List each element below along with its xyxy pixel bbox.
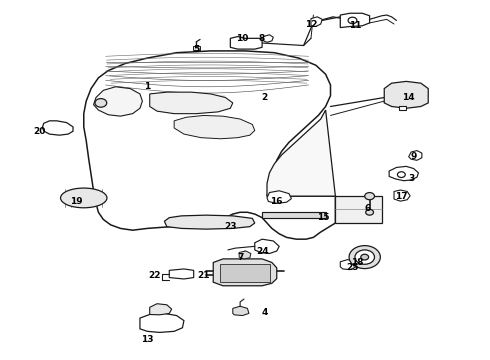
- Text: 12: 12: [305, 19, 317, 28]
- Polygon shape: [140, 314, 184, 332]
- Text: 21: 21: [197, 270, 210, 279]
- Polygon shape: [233, 306, 249, 316]
- Circle shape: [355, 250, 374, 264]
- Polygon shape: [94, 87, 143, 116]
- Text: 2: 2: [262, 93, 268, 102]
- Text: 19: 19: [70, 197, 83, 206]
- Polygon shape: [335, 196, 382, 223]
- Text: 1: 1: [144, 82, 150, 91]
- Polygon shape: [340, 13, 369, 28]
- Polygon shape: [169, 269, 194, 279]
- Polygon shape: [230, 37, 262, 49]
- Polygon shape: [150, 304, 172, 315]
- Text: 5: 5: [193, 45, 199, 54]
- Text: 13: 13: [141, 335, 153, 344]
- Polygon shape: [399, 107, 406, 110]
- Polygon shape: [389, 166, 418, 181]
- Text: 23: 23: [224, 222, 237, 231]
- Polygon shape: [239, 251, 251, 259]
- Text: 7: 7: [237, 253, 244, 262]
- Polygon shape: [213, 259, 277, 286]
- Polygon shape: [255, 239, 279, 253]
- Text: 10: 10: [236, 34, 249, 43]
- Polygon shape: [174, 116, 255, 139]
- Circle shape: [365, 193, 374, 200]
- Text: 17: 17: [395, 192, 408, 201]
- Polygon shape: [150, 92, 233, 114]
- Polygon shape: [220, 264, 270, 282]
- Polygon shape: [394, 190, 410, 201]
- Text: 8: 8: [259, 34, 265, 43]
- Polygon shape: [267, 191, 292, 203]
- Circle shape: [366, 210, 373, 215]
- Text: 20: 20: [34, 127, 46, 136]
- Polygon shape: [264, 35, 273, 42]
- Circle shape: [349, 246, 380, 269]
- Text: 3: 3: [408, 174, 414, 183]
- Ellipse shape: [61, 188, 107, 208]
- Text: 6: 6: [364, 204, 370, 213]
- Polygon shape: [193, 46, 199, 50]
- Polygon shape: [164, 215, 255, 229]
- Text: 9: 9: [411, 152, 417, 161]
- Circle shape: [95, 99, 107, 107]
- Polygon shape: [84, 51, 335, 239]
- Circle shape: [397, 172, 405, 177]
- Text: 25: 25: [346, 264, 359, 273]
- Text: 24: 24: [256, 247, 269, 256]
- Polygon shape: [340, 260, 356, 270]
- Polygon shape: [311, 17, 322, 27]
- Circle shape: [361, 254, 368, 260]
- Text: 16: 16: [270, 197, 283, 206]
- Text: 15: 15: [317, 213, 329, 222]
- Text: 14: 14: [402, 93, 415, 102]
- Text: 18: 18: [351, 258, 364, 267]
- Polygon shape: [267, 110, 335, 196]
- Polygon shape: [384, 81, 428, 108]
- Circle shape: [348, 17, 357, 24]
- Polygon shape: [42, 121, 73, 135]
- Polygon shape: [409, 150, 422, 160]
- Text: 11: 11: [349, 21, 361, 30]
- Text: 22: 22: [148, 270, 161, 279]
- Polygon shape: [262, 212, 326, 218]
- Text: 4: 4: [261, 308, 268, 317]
